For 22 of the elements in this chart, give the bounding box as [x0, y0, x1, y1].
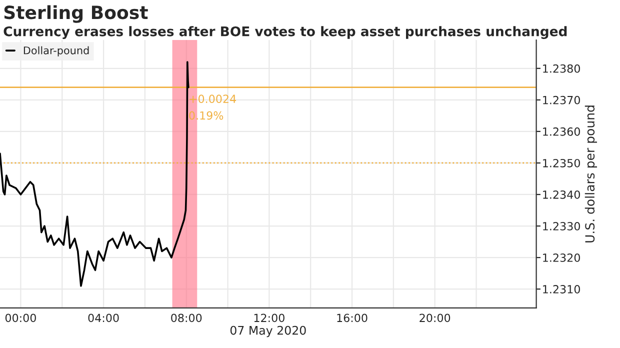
x-tick-label: 00:00: [5, 314, 36, 322]
annotation: +0.0024: [190, 94, 236, 104]
y-tick-label: 1.2380: [543, 64, 580, 73]
y-tick-label: 1.2370: [543, 96, 580, 104]
line-series: [0, 61, 190, 287]
y-tick-label: 1.2310: [543, 285, 580, 294]
chart-subtitle: Currency erases losses after BOE votes to keep asset purchases unchanged: [4, 26, 567, 39]
x-tick-label: 16:00: [337, 314, 368, 322]
y-tick-label: 1.2350: [543, 158, 580, 168]
y-tick-label: 1.2360: [543, 127, 580, 136]
legend-label: Dollar-pound: [24, 46, 89, 56]
y-tick-label: 1.2340: [543, 190, 580, 199]
y-tick-label: 1.2330: [543, 222, 580, 230]
y-tick-label: 1.2320: [543, 254, 580, 262]
x-axis-title: 07 May 2020: [230, 326, 306, 338]
y-axis-title: U.S. dollars per pound: [584, 106, 597, 242]
x-tick-label: 12:00: [254, 314, 284, 322]
annotation: 0.19%: [189, 111, 224, 120]
x-tick-label: 20:00: [420, 314, 450, 322]
x-tick-label: 04:00: [88, 314, 119, 322]
x-tick-label: 08:00: [171, 314, 202, 322]
chart-title: Sterling Boost: [4, 5, 148, 23]
